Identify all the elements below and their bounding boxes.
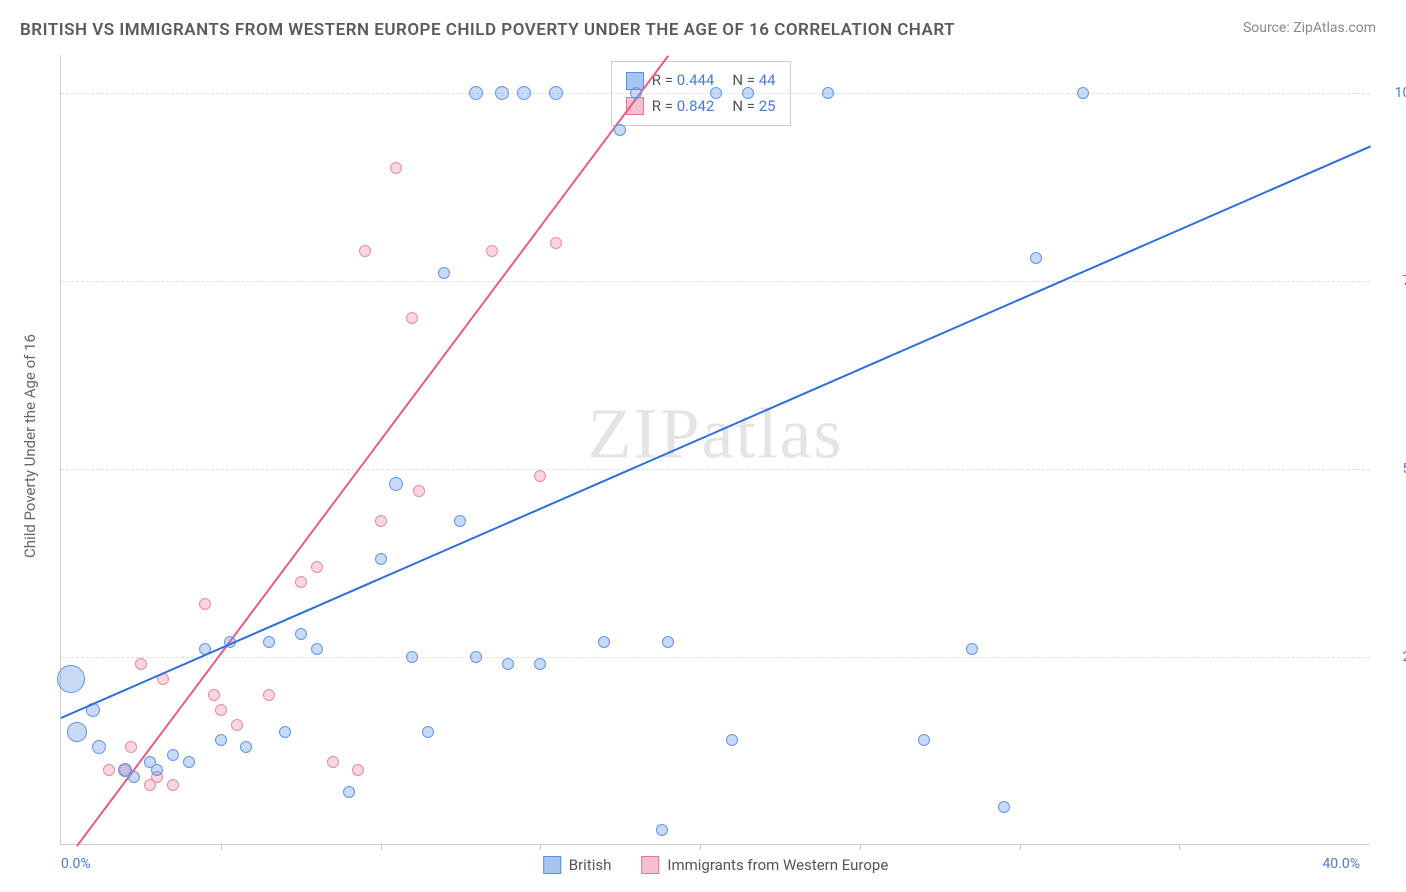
data-point-british xyxy=(549,86,563,100)
data-point-immigrants xyxy=(390,162,402,174)
x-tick-mark xyxy=(540,844,541,850)
data-point-british xyxy=(469,86,483,100)
trend-line xyxy=(76,55,669,846)
plot-region: ZIPatlas 0.0% 40.0% R = 0.444 N = 44 R =… xyxy=(60,55,1370,845)
data-point-british xyxy=(726,734,738,746)
data-point-british xyxy=(389,477,403,491)
data-point-british xyxy=(406,651,418,663)
legend-label: British xyxy=(569,856,612,874)
data-point-immigrants xyxy=(215,704,227,716)
stat-n-label: N = 44 xyxy=(732,68,775,94)
data-point-british xyxy=(311,643,323,655)
data-point-british xyxy=(240,741,252,753)
x-tick-mark xyxy=(381,844,382,850)
gridline xyxy=(61,657,1370,658)
data-point-immigrants xyxy=(295,576,307,588)
legend-label: Immigrants from Western Europe xyxy=(667,856,888,874)
data-point-british xyxy=(502,658,514,670)
x-tick-mark xyxy=(700,844,701,850)
data-point-british xyxy=(517,86,531,100)
data-point-immigrants xyxy=(167,779,179,791)
data-point-immigrants xyxy=(311,561,323,573)
data-point-british xyxy=(422,726,434,738)
data-point-immigrants xyxy=(550,237,562,249)
data-point-immigrants xyxy=(125,741,137,753)
stat-r-label: R = 0.842 xyxy=(652,94,715,120)
data-point-british xyxy=(295,628,307,640)
data-point-immigrants xyxy=(375,515,387,527)
watermark: ZIPatlas xyxy=(588,392,844,475)
data-point-immigrants xyxy=(135,658,147,670)
data-point-immigrants xyxy=(413,485,425,497)
data-point-immigrants xyxy=(103,764,115,776)
data-point-immigrants xyxy=(199,598,211,610)
data-point-british xyxy=(614,124,626,136)
y-tick-label: 25.0% xyxy=(1380,649,1406,665)
data-point-immigrants xyxy=(359,245,371,257)
legend-item-british: British xyxy=(543,856,612,874)
data-point-british xyxy=(263,636,275,648)
data-point-british xyxy=(630,87,642,99)
swatch-immigrants-icon xyxy=(641,856,659,874)
chart-title: BRITISH VS IMMIGRANTS FROM WESTERN EUROP… xyxy=(20,20,955,40)
data-point-british xyxy=(92,740,106,754)
data-point-immigrants xyxy=(263,689,275,701)
data-point-british xyxy=(454,515,466,527)
data-point-british xyxy=(710,87,722,99)
x-tick-max: 40.0% xyxy=(1322,856,1360,872)
data-point-british xyxy=(183,756,195,768)
data-point-british xyxy=(656,824,668,836)
header: BRITISH VS IMMIGRANTS FROM WESTERN EUROP… xyxy=(0,0,1406,50)
data-point-british xyxy=(822,87,834,99)
stat-n-label: N = 25 xyxy=(732,94,775,120)
source-label: Source: ZipAtlas.com xyxy=(1243,20,1376,36)
series-legend: British Immigrants from Western Europe xyxy=(543,856,889,874)
data-point-british xyxy=(57,665,85,693)
gridline xyxy=(61,469,1370,470)
data-point-immigrants xyxy=(327,756,339,768)
legend-item-immigrants: Immigrants from Western Europe xyxy=(641,856,888,874)
x-tick-mark xyxy=(221,844,222,850)
x-tick-mark xyxy=(1020,844,1021,850)
data-point-british xyxy=(375,553,387,565)
data-point-british xyxy=(598,636,610,648)
data-point-british xyxy=(1077,87,1089,99)
stats-row-immigrants: R = 0.842 N = 25 xyxy=(626,94,776,120)
data-point-british xyxy=(966,643,978,655)
stat-r-label: R = 0.444 xyxy=(652,68,715,94)
data-point-british xyxy=(495,86,509,100)
data-point-british xyxy=(1030,252,1042,264)
y-tick-label: 75.0% xyxy=(1380,273,1406,289)
trend-line xyxy=(61,145,1372,719)
x-tick-mark xyxy=(1179,844,1180,850)
data-point-british xyxy=(215,734,227,746)
data-point-immigrants xyxy=(352,764,364,776)
data-point-british xyxy=(534,658,546,670)
data-point-british xyxy=(167,749,179,761)
data-point-british xyxy=(279,726,291,738)
y-tick-label: 50.0% xyxy=(1380,461,1406,477)
data-point-british xyxy=(918,734,930,746)
data-point-british xyxy=(151,764,163,776)
data-point-immigrants xyxy=(406,312,418,324)
data-point-british xyxy=(742,87,754,99)
data-point-immigrants xyxy=(231,719,243,731)
data-point-immigrants xyxy=(486,245,498,257)
swatch-british-icon xyxy=(543,856,561,874)
x-tick-min: 0.0% xyxy=(61,856,91,872)
x-tick-mark xyxy=(860,844,861,850)
y-axis-label: Child Poverty Under the Age of 16 xyxy=(21,334,39,558)
y-tick-label: 100.0% xyxy=(1380,85,1406,101)
data-point-british xyxy=(470,651,482,663)
data-point-british xyxy=(343,786,355,798)
chart-area: ZIPatlas 0.0% 40.0% R = 0.444 N = 44 R =… xyxy=(60,55,1370,845)
data-point-british xyxy=(67,722,87,742)
data-point-british xyxy=(438,267,450,279)
data-point-immigrants xyxy=(534,470,546,482)
data-point-british xyxy=(662,636,674,648)
data-point-british xyxy=(128,771,140,783)
data-point-british xyxy=(998,801,1010,813)
gridline xyxy=(61,281,1370,282)
data-point-immigrants xyxy=(208,689,220,701)
